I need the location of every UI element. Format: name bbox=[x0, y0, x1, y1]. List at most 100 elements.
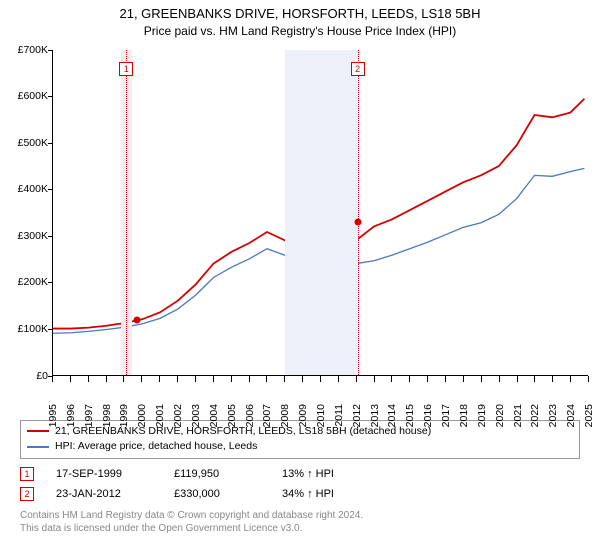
x-axis-tick bbox=[213, 376, 214, 382]
sale-price: £330,000 bbox=[174, 488, 274, 500]
chart-title-line2: Price paid vs. HM Land Registry's House … bbox=[144, 24, 456, 38]
x-axis-label: 2015 bbox=[404, 404, 416, 434]
footer-note: Contains HM Land Registry data © Crown c… bbox=[20, 509, 580, 535]
sale-point-dot bbox=[354, 218, 361, 225]
x-axis-label: 2022 bbox=[529, 404, 541, 434]
x-axis-label: 2009 bbox=[297, 404, 309, 434]
x-axis-tick bbox=[231, 376, 232, 382]
y-axis-label: £500K bbox=[4, 137, 48, 149]
y-axis-label: £300K bbox=[4, 230, 48, 242]
y-axis-label: £400K bbox=[4, 183, 48, 195]
sale-price: £119,950 bbox=[174, 468, 274, 480]
x-axis-tick bbox=[177, 376, 178, 382]
sales-table: 117-SEP-1999£119,95013% ↑ HPI223-JAN-201… bbox=[20, 467, 580, 507]
x-axis-label: 2017 bbox=[440, 404, 452, 434]
y-axis-label: £700K bbox=[4, 44, 48, 56]
x-axis-label: 2008 bbox=[279, 404, 291, 434]
x-axis-tick bbox=[320, 376, 321, 382]
sale-date: 23-JAN-2012 bbox=[56, 488, 166, 500]
x-axis-tick bbox=[159, 376, 160, 382]
x-axis-label: 2020 bbox=[494, 404, 506, 434]
x-axis-label: 2011 bbox=[333, 404, 345, 434]
x-axis-label: 2025 bbox=[583, 404, 595, 434]
x-axis-label: 2007 bbox=[261, 404, 273, 434]
sale-pct-vs-hpi: 34% ↑ HPI bbox=[282, 488, 392, 500]
x-axis-tick bbox=[499, 376, 500, 382]
y-axis-tick bbox=[48, 50, 52, 51]
footer-line2: This data is licensed under the Open Gov… bbox=[20, 522, 580, 535]
x-axis-tick bbox=[517, 376, 518, 382]
x-axis-tick bbox=[534, 376, 535, 382]
event-marker-box: 1 bbox=[119, 62, 133, 76]
event-marker-box: 2 bbox=[351, 62, 365, 76]
x-axis-tick bbox=[70, 376, 71, 382]
x-axis-tick bbox=[123, 376, 124, 382]
x-axis-label: 2005 bbox=[226, 404, 238, 434]
legend-label: HPI: Average price, detached house, Leed… bbox=[55, 439, 257, 455]
x-axis-label: 2014 bbox=[386, 404, 398, 434]
x-axis-label: 2001 bbox=[154, 404, 166, 434]
x-axis-label: 2019 bbox=[476, 404, 488, 434]
x-axis-tick bbox=[356, 376, 357, 382]
x-axis-label: 2004 bbox=[208, 404, 220, 434]
x-axis-label: 2023 bbox=[547, 404, 559, 434]
legend-row: HPI: Average price, detached house, Leed… bbox=[27, 439, 573, 455]
y-axis-tick bbox=[48, 189, 52, 190]
sale-date: 17-SEP-1999 bbox=[56, 468, 166, 480]
legend-swatch bbox=[27, 430, 49, 432]
chart-area: 12 £0£100K£200K£300K£400K£500K£600K£700K… bbox=[4, 46, 596, 416]
plot-region: 12 bbox=[52, 50, 588, 376]
x-axis-label: 2002 bbox=[172, 404, 184, 434]
x-axis-tick bbox=[338, 376, 339, 382]
y-axis-label: £100K bbox=[4, 323, 48, 335]
chart-title-line1: 21, GREENBANKS DRIVE, HORSFORTH, LEEDS, … bbox=[120, 6, 481, 22]
x-axis-label: 2000 bbox=[136, 404, 148, 434]
x-axis-tick bbox=[445, 376, 446, 382]
x-axis-tick bbox=[427, 376, 428, 382]
x-axis-label: 2010 bbox=[315, 404, 327, 434]
y-axis-tick bbox=[48, 236, 52, 237]
shaded-band bbox=[285, 50, 357, 375]
x-axis-label: 1998 bbox=[101, 404, 113, 434]
x-axis-tick bbox=[266, 376, 267, 382]
x-axis-tick bbox=[552, 376, 553, 382]
x-axis-label: 2013 bbox=[369, 404, 381, 434]
x-axis-label: 2012 bbox=[351, 404, 363, 434]
x-axis-tick bbox=[570, 376, 571, 382]
x-axis-label: 1995 bbox=[47, 404, 59, 434]
x-axis-tick bbox=[284, 376, 285, 382]
y-axis-tick bbox=[48, 96, 52, 97]
x-axis-label: 2016 bbox=[422, 404, 434, 434]
y-axis-tick bbox=[48, 329, 52, 330]
x-axis-label: 2021 bbox=[512, 404, 524, 434]
y-axis-label: £0 bbox=[4, 370, 48, 382]
x-axis-tick bbox=[409, 376, 410, 382]
sale-marker-box: 1 bbox=[20, 467, 34, 481]
legend-swatch bbox=[27, 446, 49, 448]
x-axis-label: 2018 bbox=[458, 404, 470, 434]
x-axis-tick bbox=[249, 376, 250, 382]
x-axis-label: 2006 bbox=[244, 404, 256, 434]
page: 21, GREENBANKS DRIVE, HORSFORTH, LEEDS, … bbox=[0, 0, 600, 560]
event-vertical-line bbox=[126, 50, 127, 375]
sale-point-dot bbox=[134, 316, 141, 323]
x-axis-tick bbox=[88, 376, 89, 382]
y-axis-label: £200K bbox=[4, 276, 48, 288]
sale-row: 1 17-SEP-1999 £119,950 13% ↑ HPI bbox=[20, 467, 580, 481]
x-axis-tick bbox=[374, 376, 375, 382]
x-axis-label: 1996 bbox=[65, 404, 77, 434]
x-axis-tick bbox=[195, 376, 196, 382]
sale-pct-vs-hpi: 13% ↑ HPI bbox=[282, 468, 392, 480]
y-axis-tick bbox=[48, 143, 52, 144]
footer-line1: Contains HM Land Registry data © Crown c… bbox=[20, 509, 580, 522]
x-axis-tick bbox=[481, 376, 482, 382]
x-axis-tick bbox=[463, 376, 464, 382]
x-axis-label: 2024 bbox=[565, 404, 577, 434]
sale-row: 223-JAN-2012£330,00034% ↑ HPI bbox=[20, 487, 580, 501]
x-axis-tick bbox=[52, 376, 53, 382]
x-axis-tick bbox=[141, 376, 142, 382]
x-axis-label: 1999 bbox=[118, 404, 130, 434]
x-axis-tick bbox=[302, 376, 303, 382]
x-axis-tick bbox=[106, 376, 107, 382]
y-axis-tick bbox=[48, 282, 52, 283]
